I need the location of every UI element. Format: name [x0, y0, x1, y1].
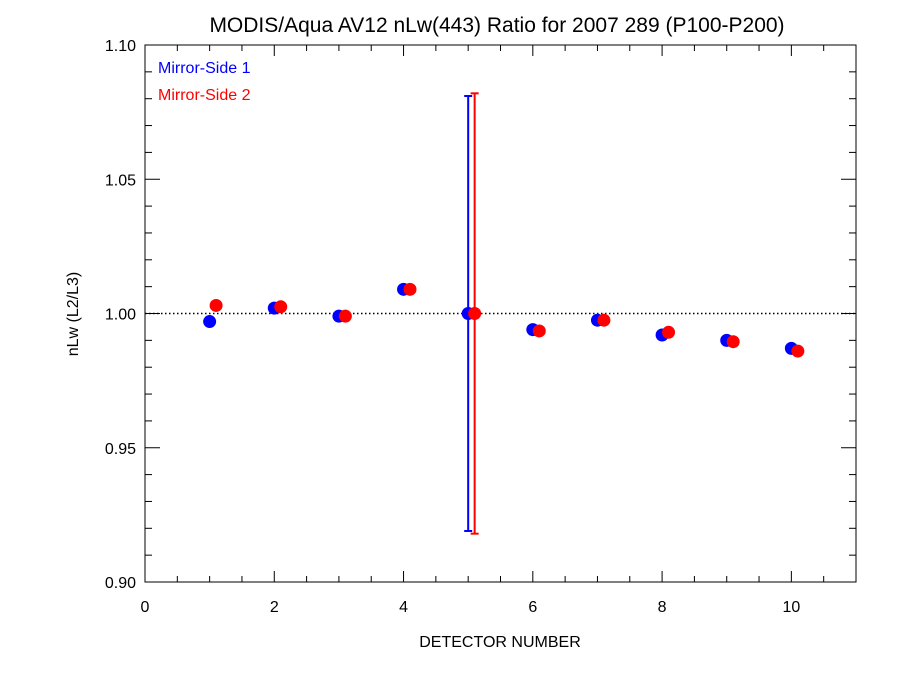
- x-tick-label: 0: [141, 599, 150, 616]
- chart-title: MODIS/Aqua AV12 nLw(443) Ratio for 2007 …: [209, 14, 784, 37]
- data-point-series-2: [791, 344, 805, 358]
- legend-entry-mirror-side-2: Mirror-Side 2: [158, 87, 251, 104]
- y-tick-label: 0.95: [105, 441, 136, 458]
- data-point-series-2: [532, 324, 546, 338]
- x-tick-label: 8: [658, 599, 667, 616]
- plot-area: 0 2 4 6 8 10 0.90 0.95 1.00 1.05 1.10: [105, 38, 857, 616]
- x-tick-label: 10: [782, 599, 800, 616]
- data-point-series-2: [209, 298, 223, 312]
- x-tick-label: 2: [270, 599, 279, 616]
- y-tick-label: 0.90: [105, 575, 136, 592]
- x-axis-label: DETECTOR NUMBER: [419, 634, 581, 651]
- legend: Mirror-Side 1 Mirror-Side 2: [158, 60, 251, 104]
- x-tick-label: 4: [399, 599, 408, 616]
- y-tick-label: 1.10: [105, 38, 136, 55]
- y-axis-label: nLw (L2/L3): [65, 272, 82, 357]
- x-tick-label: 6: [528, 599, 537, 616]
- data-point-series-2: [468, 307, 482, 320]
- y-tick-label: 1.05: [105, 172, 136, 189]
- data-point-series-2: [726, 335, 740, 349]
- data-point-series-2: [274, 300, 288, 314]
- legend-entry-mirror-side-1: Mirror-Side 1: [158, 60, 251, 77]
- data-point-series-1: [203, 315, 217, 329]
- data-point-series-2: [597, 313, 611, 327]
- data-point-series-2: [662, 325, 676, 339]
- data-point-series-2: [403, 282, 417, 296]
- y-tick-label: 1.00: [105, 307, 136, 324]
- data-point-series-2: [338, 309, 352, 323]
